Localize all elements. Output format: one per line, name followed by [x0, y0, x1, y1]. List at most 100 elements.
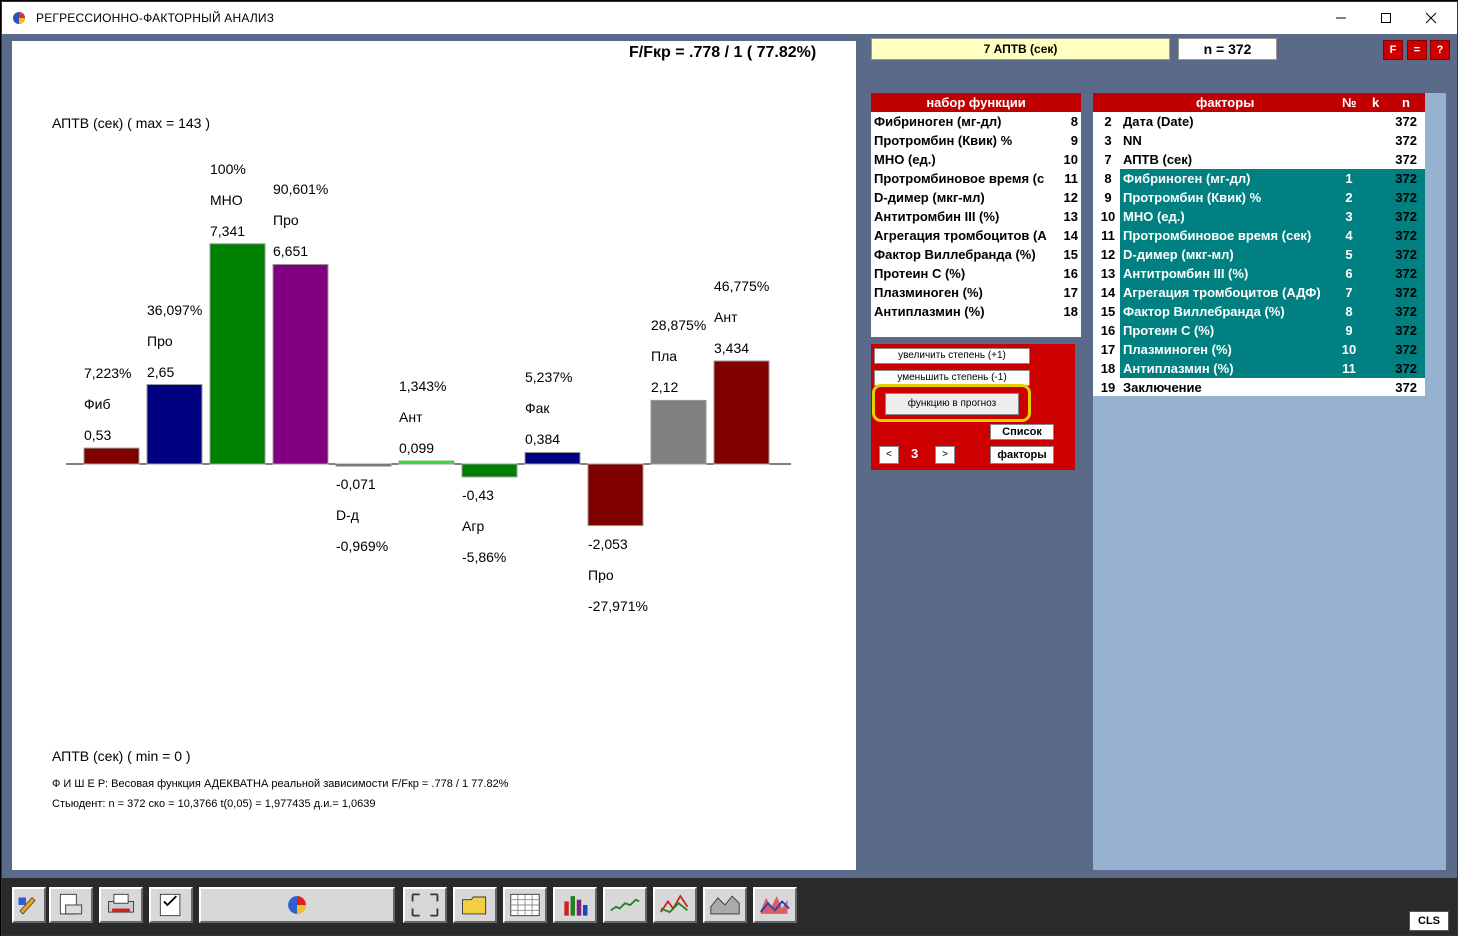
col-n: n	[1402, 95, 1410, 110]
factor-n: 372	[1395, 247, 1417, 262]
factor-number: 9	[1104, 190, 1112, 205]
list-item[interactable]: Антиплазмин (%) 18	[871, 302, 1081, 321]
fullscreen-icon[interactable]	[403, 887, 447, 923]
list-item[interactable]: Фактор Виллебранда (%) 15	[871, 245, 1081, 264]
printer-icon[interactable]	[99, 887, 143, 923]
bar	[335, 463, 392, 467]
list-item[interactable]: Плазминоген (%) 17	[871, 283, 1081, 302]
list-item[interactable]: 11 Протромбиновое время (сек) 4 372	[1093, 226, 1425, 245]
cls-button[interactable]: CLS	[1409, 911, 1449, 931]
function-name: Плазминоген (%)	[874, 285, 983, 300]
bar-chart-icon[interactable]	[553, 887, 597, 923]
function-list[interactable]: Фибриноген (мг-дл) 8 Протромбин (Квик) % 9 М…	[871, 112, 1081, 337]
pie-chart-icon[interactable]	[199, 887, 395, 923]
list-item[interactable]: 7 АПТВ (сек) 372	[1093, 150, 1425, 169]
function-name: Антиплазмин (%)	[874, 304, 985, 319]
list-item[interactable]: 16 Протеин С (%) 9 372	[1093, 321, 1425, 340]
factor-name: Протеин С (%)	[1120, 321, 1425, 340]
next-button[interactable]: >	[935, 446, 955, 464]
list-item[interactable]: Фибриноген (мг-дл) 8	[871, 112, 1081, 131]
list-item[interactable]: 15 Фактор Виллебранда (%) 8 372	[1093, 302, 1425, 321]
equals-button[interactable]: =	[1407, 40, 1427, 60]
list-item[interactable]: 17 Плазминоген (%) 10 372	[1093, 340, 1425, 359]
f-button[interactable]: F	[1383, 40, 1403, 60]
bar	[272, 263, 329, 465]
list-item[interactable]: Протромбин (Квик) % 9	[871, 131, 1081, 150]
table-icon[interactable]	[503, 887, 547, 923]
category-label: Пла	[651, 348, 678, 365]
area-chart-icon[interactable]	[703, 887, 747, 923]
help-button[interactable]: ?	[1430, 40, 1450, 60]
factor-k: 11	[1342, 361, 1356, 376]
list-item[interactable]: Агрегация тромбоцитов (А 14	[871, 226, 1081, 245]
list-item[interactable]: Протромбиновое время (с 11	[871, 169, 1081, 188]
scatter-icon[interactable]	[603, 887, 647, 923]
folder-icon[interactable]	[453, 887, 497, 923]
forecast-button[interactable]: функцию в прогноз	[885, 393, 1019, 415]
list-item[interactable]: 13 Антитромбин III (%) 6 372	[1093, 264, 1425, 283]
surface-icon[interactable]	[753, 887, 797, 923]
list-item[interactable]: 19 Заключение 372	[1093, 378, 1425, 397]
function-number: 14	[1063, 228, 1078, 243]
title-bar: РЕГРЕССИОННО-ФАКТОРНЫЙ АНАЛИЗ	[2, 2, 1457, 34]
factor-k: 9	[1345, 323, 1353, 338]
list-button[interactable]: Список	[990, 424, 1054, 440]
list-item[interactable]: 3 NN 372	[1093, 131, 1425, 150]
value-label: -0,43	[462, 486, 494, 503]
factor-n: 372	[1395, 209, 1417, 224]
prev-button[interactable]: <	[879, 446, 899, 464]
factors-button[interactable]: факторы	[990, 446, 1054, 464]
factor-n: 372	[1395, 380, 1417, 395]
factor-k: 7	[1345, 285, 1353, 300]
list-item[interactable]: 10 МНО (ед.) 3 372	[1093, 207, 1425, 226]
list-item[interactable]: D-димер (мкг-мл) 12	[871, 188, 1081, 207]
fisher-ratio: F/Fкр = .778 / 1 ( 77.82%)	[629, 44, 817, 61]
list-item[interactable]: 8 Фибриноген (мг-дл) 1 372	[1093, 169, 1425, 188]
print-preview-icon[interactable]	[49, 887, 93, 923]
factor-number: 10	[1100, 209, 1116, 224]
function-number: 18	[1063, 304, 1078, 319]
factor-name: Антиплазмин (%)	[1120, 359, 1425, 378]
list-item[interactable]: Антитромбин III (%) 13	[871, 207, 1081, 226]
factor-k: 3	[1345, 209, 1353, 224]
list-item[interactable]: 14 Агрегация тромбоцитов (АДФ) 7 372	[1093, 283, 1425, 302]
category-label: Ант	[714, 308, 738, 325]
factor-k: 1	[1345, 171, 1353, 186]
factor-name: Протромбин (Квик) %	[1120, 188, 1425, 207]
factors-header: факторы № k n	[1093, 93, 1425, 112]
close-icon[interactable]	[1408, 2, 1454, 34]
edit-icon[interactable]	[12, 887, 46, 923]
factor-n: 372	[1395, 266, 1417, 281]
function-number: 9	[1070, 133, 1078, 148]
factor-n: 372	[1395, 342, 1417, 357]
value-label: 6,651	[273, 243, 309, 260]
factors-list[interactable]: 2 Дата (Date) 372 3 NN 372 7 АПТВ (сек) 372 8 Фибр…	[1093, 112, 1425, 396]
list-item[interactable]: 9 Протромбин (Квик) % 2 372	[1093, 188, 1425, 207]
current-variable: 7 АПТВ (сек)	[871, 38, 1170, 60]
factors-title: факторы	[1196, 95, 1255, 110]
percent-label: -5,86%	[462, 548, 507, 565]
minimize-icon[interactable]	[1318, 2, 1364, 34]
percent-label: 100%	[210, 160, 246, 177]
line-chart-icon[interactable]	[653, 887, 697, 923]
factor-n: 372	[1395, 361, 1417, 376]
increase-degree-button[interactable]: увеличить степень (+1)	[874, 348, 1030, 364]
list-item[interactable]: МНО (ед.) 10	[871, 150, 1081, 169]
factor-number: 14	[1100, 285, 1116, 300]
factor-n: 372	[1395, 323, 1417, 338]
factor-n: 372	[1395, 114, 1417, 129]
bar	[209, 243, 266, 465]
function-number: 15	[1063, 247, 1078, 262]
percent-label: 5,237%	[525, 369, 573, 386]
factor-name: МНО (ед.)	[1120, 207, 1425, 226]
checklist-icon[interactable]	[149, 887, 193, 923]
n-count: n = 372	[1178, 38, 1277, 60]
factor-number: 7	[1104, 152, 1112, 167]
list-item[interactable]: 2 Дата (Date) 372	[1093, 112, 1425, 131]
maximize-icon[interactable]	[1363, 2, 1409, 34]
list-item[interactable]: Протеин С (%) 16	[871, 264, 1081, 283]
list-item[interactable]: 18 Антиплазмин (%) 11 372	[1093, 359, 1425, 378]
function-number: 12	[1063, 190, 1078, 205]
list-item[interactable]: 12 D-димер (мкг-мл) 5 372	[1093, 245, 1425, 264]
factor-k: 5	[1345, 247, 1353, 262]
